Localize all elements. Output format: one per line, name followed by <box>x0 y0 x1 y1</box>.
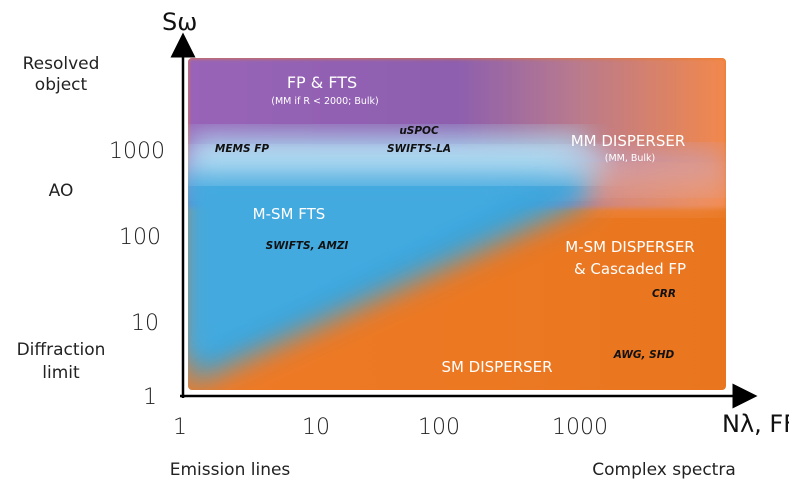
y-axis-name: Sω <box>162 8 197 36</box>
msm-fts-region-core <box>188 175 560 360</box>
y-tick-1000: 1000 <box>109 139 165 164</box>
region-label-msm-disperser-line1: M-SM DISPERSER <box>565 238 694 256</box>
label-diffraction-limit-line1: Diffraction <box>17 340 106 360</box>
x-tick-1: 1 <box>173 415 187 440</box>
instrument-mems-fp: MEMS FP <box>215 143 269 155</box>
region-label-msm-fts: M-SM FTS <box>253 205 326 223</box>
x-tick-100: 100 <box>418 415 460 440</box>
y-tick-10: 10 <box>131 311 159 336</box>
x-tick-1000: 1000 <box>552 415 608 440</box>
label-emission-lines: Emission lines <box>170 460 291 480</box>
label-complex-spectra: Complex spectra <box>592 460 736 480</box>
region-label-sm-disperser: SM DISPERSER <box>441 358 552 376</box>
y-tick-100: 100 <box>119 225 161 250</box>
instrument-swifts-amzi: SWIFTS, AMZI <box>266 240 349 252</box>
region-label-mm-disperser: MM DISPERSER <box>571 132 686 150</box>
mm-disperser-region-fill <box>590 170 726 210</box>
haze-band <box>188 150 608 180</box>
region-label-msm-disperser-line2: & Cascaded FP <box>574 260 686 278</box>
region-fills <box>188 58 726 390</box>
label-ao: AO <box>49 181 74 201</box>
instrument-uspoc: uSPOC <box>399 125 439 137</box>
instrument-awg-shd: AWG, SHD <box>613 349 675 361</box>
x-tick-10: 10 <box>302 415 330 440</box>
label-diffraction-limit-line2: limit <box>42 363 80 383</box>
instrument-swifts-la: SWIFTS-LA <box>387 143 451 155</box>
region-label-fp-fts: FP & FTS <box>287 73 357 92</box>
y-tick-1: 1 <box>143 385 157 410</box>
instrument-crr: CRR <box>652 288 676 300</box>
label-resolved-object-line1: Resolved <box>23 54 100 74</box>
region-sublabel-fp-fts: (MM if R < 2000; Bulk) <box>271 96 379 107</box>
region-sublabel-mm-disperser: (MM, Bulk) <box>605 153 656 164</box>
label-resolved-object-line2: object <box>35 75 88 95</box>
x-axis-name: Nλ, FF <box>722 410 789 438</box>
